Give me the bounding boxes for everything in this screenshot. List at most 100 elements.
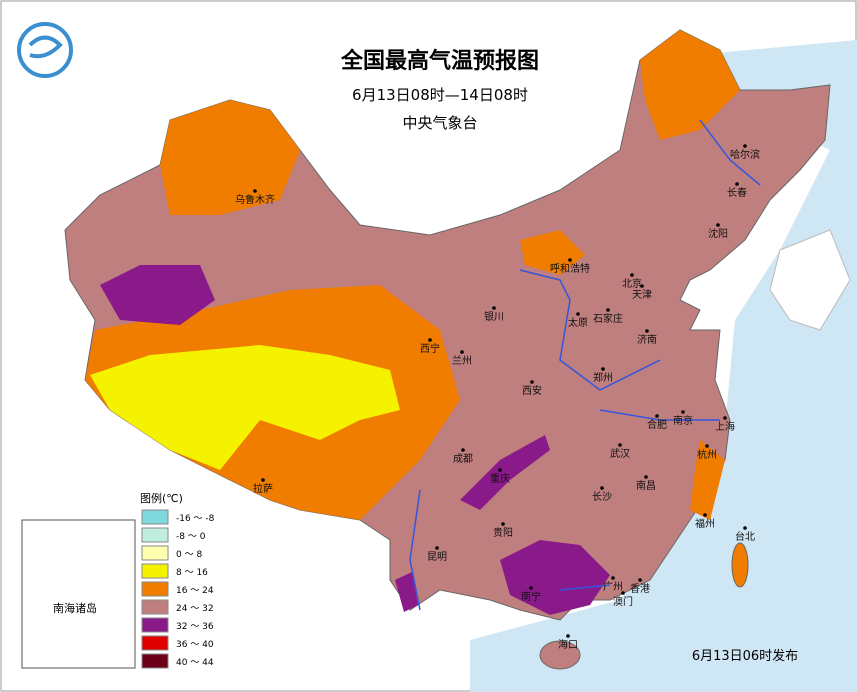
city-label: 香港 <box>630 583 650 595</box>
zone-32-36 <box>500 540 610 615</box>
legend-swatch <box>141 527 169 543</box>
zone-32-36 <box>395 572 418 612</box>
legend-label: 0 ～ 8 <box>176 550 202 560</box>
zone-16-24 <box>690 440 725 520</box>
sea <box>470 40 857 692</box>
city-label: 澳门 <box>613 595 633 608</box>
city-label: 广州 <box>603 581 623 593</box>
legend-title: 图例(℃) <box>140 491 183 505</box>
city-label: 石家庄 <box>593 312 623 325</box>
city-dot <box>428 338 432 342</box>
legend-label: 8 ～ 16 <box>176 568 208 578</box>
legend-label: -8 ～ 0 <box>176 532 206 542</box>
city-dot <box>655 414 659 418</box>
legend-swatch <box>141 653 169 669</box>
city-label: 合肥 <box>647 418 667 431</box>
city-dot <box>703 513 707 517</box>
issued: 6月13日06时发布 <box>692 648 798 664</box>
city-dot <box>716 223 720 227</box>
inset-box <box>21 519 136 669</box>
korea <box>769 229 851 331</box>
legend-label: 32 ～ 36 <box>176 622 214 632</box>
city-dot <box>645 329 649 333</box>
logo <box>17 22 73 78</box>
legend-label: 36 ～ 40 <box>176 640 214 650</box>
zone-32-36 <box>460 435 550 510</box>
city-label: 西安 <box>522 384 542 397</box>
legend-swatch <box>141 545 169 561</box>
city-dot <box>630 273 634 277</box>
legend-swatch <box>141 581 169 597</box>
city-label: 贵阳 <box>493 526 513 539</box>
city-dot <box>735 182 739 186</box>
hainan <box>539 640 581 670</box>
city-label: 重庆 <box>490 472 510 485</box>
city-label: 南京 <box>673 414 693 427</box>
city-dot <box>501 522 505 526</box>
city-label: 成都 <box>453 453 473 465</box>
city-dot <box>530 380 534 384</box>
inset-label: 南海诸岛 <box>53 601 97 615</box>
time-range: 6月13日08时—14日08时 <box>352 86 528 104</box>
city-label: 北京 <box>622 277 642 290</box>
city-dot <box>743 526 747 530</box>
zone-32-36 <box>100 265 215 325</box>
legend-label: -16 ～ -8 <box>176 514 215 524</box>
city-label: 呼和浩特 <box>550 263 590 275</box>
legend-swatch <box>141 599 169 615</box>
city-dot <box>568 258 572 262</box>
city-dot <box>743 144 747 148</box>
river <box>409 119 761 611</box>
city-label: 海口 <box>558 638 578 651</box>
legend-swatch <box>141 563 169 579</box>
city-label: 上海 <box>715 420 735 433</box>
city-label: 拉萨 <box>253 482 273 495</box>
city-dot <box>492 306 496 310</box>
city-dot <box>253 189 257 193</box>
city-dot <box>576 312 580 316</box>
legend-swatch <box>141 509 169 525</box>
city-label: 兰州 <box>452 354 472 367</box>
agency: 中央气象台 <box>402 114 477 132</box>
city-label: 太原 <box>568 316 588 329</box>
city-dot <box>638 578 642 582</box>
city-dot <box>644 475 648 479</box>
city-dot <box>461 448 465 452</box>
city-label: 哈尔滨 <box>730 148 760 161</box>
city-label: 昆明 <box>427 551 447 563</box>
city-label: 乌鲁木齐 <box>235 193 275 206</box>
city-dot <box>618 443 622 447</box>
city-label: 南昌 <box>636 479 656 492</box>
city-dot <box>529 586 533 590</box>
legend-label: 24 ～ 32 <box>176 604 214 614</box>
city-dot <box>611 576 615 580</box>
city-label: 长春 <box>727 187 747 199</box>
city-dot <box>498 468 502 472</box>
city-label: 银川 <box>484 310 504 323</box>
city-label: 杭州 <box>697 448 717 461</box>
zone-8-16 <box>90 345 400 470</box>
legend: -16 ～ -8 -8 ～ 0 0 ～ 8 8 ～ 16 16 ～ 24 24 ～ 32 3… <box>141 509 215 669</box>
city-dot <box>435 546 439 550</box>
taiwan <box>731 542 749 588</box>
legend-swatch <box>141 635 169 651</box>
city-label: 济南 <box>637 333 657 346</box>
logo-mark <box>28 35 63 59</box>
city-dot <box>261 478 265 482</box>
city-dot <box>601 367 605 371</box>
city-dot <box>606 308 610 312</box>
city-dot <box>705 444 709 448</box>
city-label: 天津 <box>632 289 652 301</box>
city-label: 武汉 <box>610 447 630 460</box>
city-dot <box>600 486 604 490</box>
city-dot <box>460 350 464 354</box>
title: 全国最高气温预报图 <box>340 48 539 74</box>
city-dot <box>640 284 644 288</box>
city-label: 西宁 <box>420 342 440 355</box>
city-label: 台北 <box>735 530 755 543</box>
zone-16-24 <box>640 30 740 140</box>
city-dot <box>681 410 685 414</box>
legend-swatch <box>141 617 169 633</box>
